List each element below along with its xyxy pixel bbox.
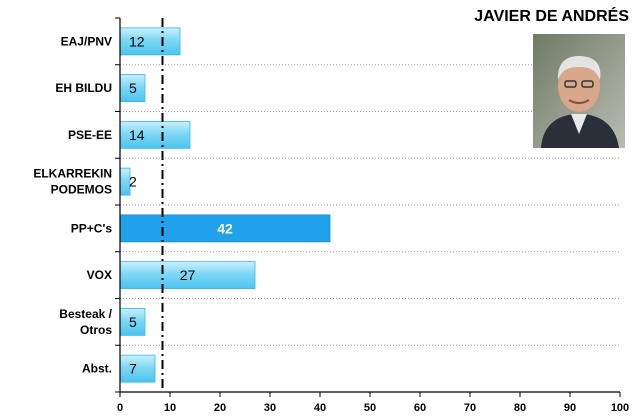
candidate-photo xyxy=(533,34,625,148)
category-label: PSE-EE xyxy=(68,128,112,142)
x-tick-label: 20 xyxy=(214,402,226,414)
x-tick-label: 40 xyxy=(314,402,326,414)
category-label: EH BILDU xyxy=(55,81,112,95)
category-label: VOX xyxy=(87,268,112,282)
bar xyxy=(119,74,146,103)
value-label: 42 xyxy=(217,220,233,236)
value-label: 7 xyxy=(129,361,137,377)
x-tick-label: 100 xyxy=(611,402,629,414)
x-tick-label: 60 xyxy=(414,402,426,414)
bar xyxy=(119,261,256,290)
x-tick-label: 0 xyxy=(117,402,123,414)
x-tick-label: 50 xyxy=(364,402,376,414)
category-label: EAJ/PNV xyxy=(61,34,112,48)
bar-highlight xyxy=(119,214,331,243)
category-label: Abst. xyxy=(82,362,112,376)
value-label: 27 xyxy=(180,267,196,283)
value-label: 5 xyxy=(129,314,137,330)
x-tick-label: 30 xyxy=(264,402,276,414)
value-label: 5 xyxy=(129,80,137,96)
candidate-name: JAVIER DE ANDRÉS xyxy=(474,8,629,25)
bar xyxy=(119,354,156,383)
bar xyxy=(119,307,146,336)
x-tick-label: 90 xyxy=(564,402,576,414)
category-label: Besteak / Otros xyxy=(59,307,112,337)
x-tick-label: 10 xyxy=(164,402,176,414)
x-tick-label: 70 xyxy=(464,402,476,414)
value-label: 12 xyxy=(129,33,145,49)
value-label: 14 xyxy=(129,127,145,143)
category-label: ELKARREKIN PODEMOS xyxy=(33,167,112,197)
x-tick-label: 80 xyxy=(514,402,526,414)
category-label: PP+C's xyxy=(71,221,113,235)
value-label: 2 xyxy=(129,174,137,190)
bar xyxy=(119,120,191,149)
